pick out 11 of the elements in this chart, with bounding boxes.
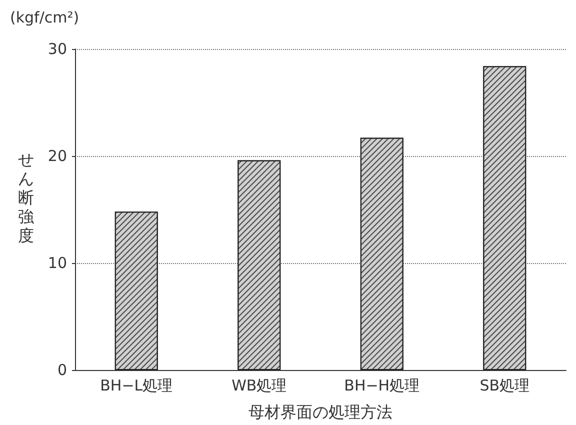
y-tick-label: 20	[48, 147, 67, 165]
x-tick-label: SB処理	[480, 376, 530, 394]
y-axis-title: せん断強度	[18, 150, 34, 245]
text: (kgf/cm²)	[10, 8, 80, 26]
x-tick-label: BH−H処理	[344, 376, 420, 394]
x-tick-label: WB処理	[232, 376, 287, 394]
y-tick-label: 30	[48, 40, 67, 58]
y-tick-label: 0	[57, 361, 67, 379]
y-tick-label: 10	[48, 254, 67, 272]
x-tick-label: BH−L処理	[100, 376, 173, 394]
x-axis-title: 母材界面の処理方法	[248, 402, 392, 422]
